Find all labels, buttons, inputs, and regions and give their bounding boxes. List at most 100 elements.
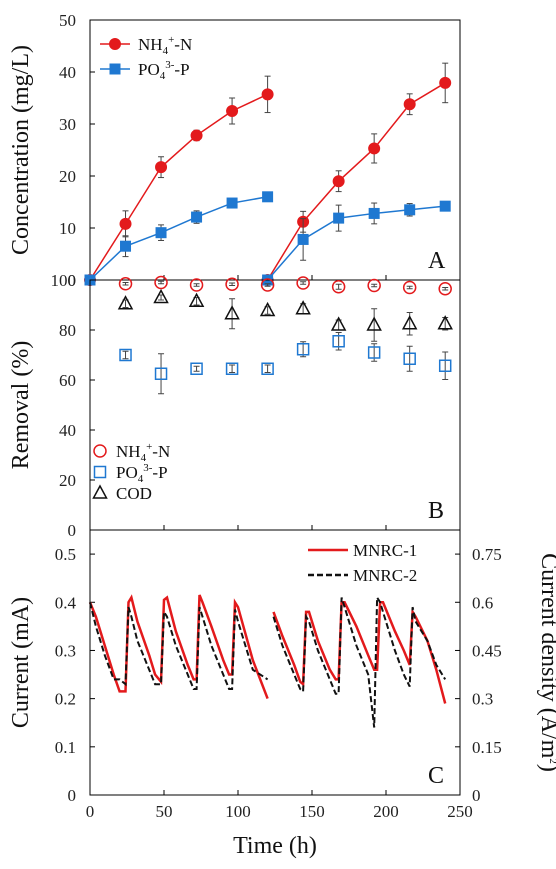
data-point [296,343,310,356]
y-axis-label: Removal (%) [8,341,34,470]
data-point [120,240,132,252]
y-tick-label: 0 [68,521,77,540]
series-line [89,594,447,728]
data-point [189,278,204,292]
data-point [403,352,416,365]
data-point [439,76,452,89]
data-point [226,105,239,117]
data-point [368,207,380,219]
data-point [297,233,309,245]
data-point [260,278,275,292]
x-tick-label: 50 [156,802,173,821]
legend-label: COD [116,484,152,503]
plot-frame [89,529,461,796]
legend-marker [92,484,108,499]
plot-frame [89,19,461,281]
right-y-tick-label: 0 [472,786,481,805]
data-point [262,191,274,203]
data-point [119,217,132,230]
legend-marker [93,444,107,458]
data-point [118,277,133,291]
y-tick-label: 0 [68,271,77,290]
legend-marker [109,63,121,75]
y-tick-label: 40 [59,63,76,82]
legend-label: NH4+-N [138,34,192,57]
panel-letter: C [428,763,444,789]
right-y-tick-label: 0.6 [472,593,493,612]
y-axis-label: Current (mA) [8,597,34,728]
data-point [437,315,453,330]
data-point [226,197,238,209]
panel-a: 0 10 20 30 40 50 Concentration (mg/L) A NH4+-NPO… [8,11,461,290]
data-point [225,277,239,291]
y-tick-label: 50 [59,11,76,30]
data-point [333,212,345,224]
y-tick-label: 10 [59,219,76,238]
legend-label: PO43--P [116,462,168,485]
x-tick-label: 200 [373,802,399,821]
data-point [295,300,311,315]
right-y-axis-label: Current density (A/m2) [536,553,556,772]
data-point [154,275,168,290]
data-point [259,301,276,317]
right-y-tick-label: 0.75 [472,545,502,564]
data-point [402,280,417,295]
right-y-tick-label: 0.3 [472,690,493,709]
y-tick-label: 0 [68,786,77,805]
legend-label: PO43--P [138,59,190,82]
y-tick-label: 100 [51,271,77,290]
data-point [439,200,451,212]
data-point [368,142,381,155]
y-tick-label: 0.3 [55,641,76,660]
x-tick-label: 150 [299,802,325,821]
data-point [154,367,168,380]
data-point [366,316,382,331]
y-tick-label: 60 [59,371,76,390]
x-axis-label: Time (h) [233,833,317,859]
data-point [153,288,169,304]
series-line [266,82,446,281]
series-line [88,594,447,704]
legend-marker [93,465,107,479]
data-point [296,276,310,290]
data-point [332,175,345,188]
y-tick-label: 0.4 [55,593,77,612]
x-tick-label: 0 [86,802,95,821]
y-tick-label: 20 [59,471,76,490]
legend-label: MNRC-1 [353,541,417,560]
data-point [155,227,167,239]
x-tick-label: 250 [447,802,473,821]
data-point [332,335,345,348]
data-point [330,316,347,331]
data-point [438,282,452,296]
right-y-tick-label: 0.45 [472,641,502,660]
data-point [190,362,203,375]
data-point [331,280,346,294]
series-line [89,196,268,281]
y-tick-label: 40 [59,421,76,440]
y-axis-label: Concentration (mg/L) [8,45,34,255]
data-point [190,129,203,142]
x-tick-label: 100 [225,802,251,821]
data-point [367,346,381,359]
right-y-tick-label: 0.15 [472,738,502,757]
data-point [401,315,418,330]
series-line [267,205,446,281]
legend-marker [109,38,121,50]
y-tick-label: 0.1 [55,738,76,757]
data-point [155,161,168,174]
data-point [119,348,132,362]
data-point [438,359,452,372]
panel-letter: A [428,248,446,274]
y-tick-label: 30 [59,115,76,134]
data-point [403,98,416,111]
data-point [225,362,239,375]
data-point [117,295,134,310]
data-point [404,204,416,216]
data-point [191,211,203,223]
legend-label: MNRC-2 [353,566,417,585]
y-tick-label: 0.5 [55,545,76,564]
legend-label: NH4+-N [116,441,170,464]
